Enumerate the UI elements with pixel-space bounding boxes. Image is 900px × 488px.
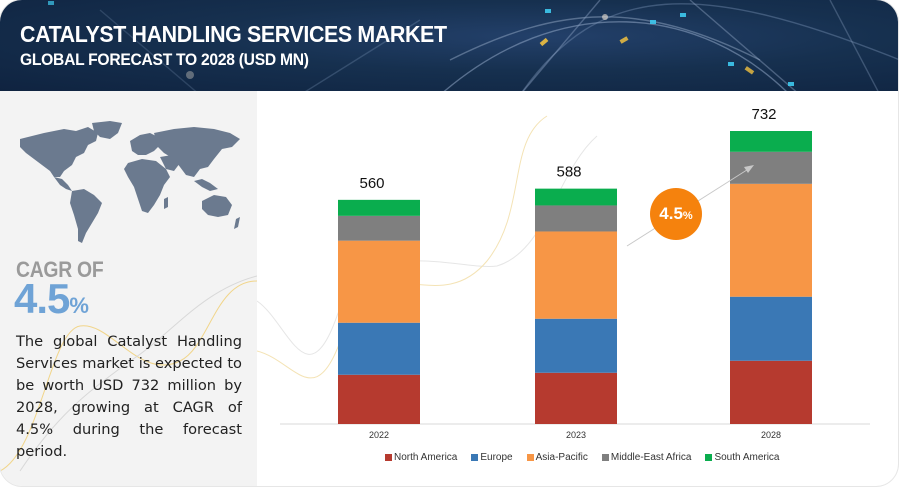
total-label-2028: 732 <box>751 106 776 123</box>
legend-swatch-icon <box>471 454 479 461</box>
legend-swatch-icon <box>601 454 609 461</box>
x-tick-label-2028: 2028 <box>761 430 781 440</box>
growth-arrowhead-icon <box>744 165 754 173</box>
legend-item-south-america: South America <box>705 452 780 463</box>
stacked-bar-chart: 560 2022 588 2023 732 2028 <box>257 91 898 486</box>
bar-segment-asia-pacific-2023 <box>535 231 617 319</box>
bar-segment-asia-pacific-2028 <box>730 183 812 297</box>
cagr-badge: 4.5% <box>650 188 702 240</box>
total-label-2022: 560 <box>359 175 384 192</box>
bar-segment-north-america-2022 <box>338 374 420 424</box>
x-tick-label-2023: 2023 <box>566 430 586 440</box>
page-title: CATALYST HANDLING SERVICES MARKET <box>20 21 447 47</box>
world-map-icon <box>20 121 240 243</box>
cagr-label: CAGR OF <box>16 257 104 282</box>
legend-label: North America <box>394 452 458 463</box>
bar-segment-middle-east-africa-2023 <box>535 205 617 232</box>
cagr-value: 4.5% <box>14 275 89 323</box>
bar-segment-europe-2023 <box>535 318 617 373</box>
bar-segment-europe-2028 <box>730 296 812 361</box>
x-tick-label-2022: 2022 <box>369 430 389 440</box>
cagr-badge-number: 4.5 <box>659 204 683 223</box>
bar-segment-north-america-2023 <box>535 372 617 424</box>
legend-item-asia-pacific: Asia-Pacific <box>526 452 588 463</box>
summary-panel: CAGR OF 4.5% The global Catalyst Handlin… <box>0 91 257 486</box>
cagr-badge-percent: % <box>682 209 693 222</box>
bar-segment-asia-pacific-2022 <box>338 240 420 323</box>
header-banner: CATALYST HANDLING SERVICES MARKET GLOBAL… <box>0 0 898 91</box>
bar-segment-south-america-2028 <box>730 131 812 152</box>
bar-segment-middle-east-africa-2028 <box>730 151 812 184</box>
legend-swatch-icon <box>705 454 713 461</box>
legend-label: Europe <box>480 452 513 463</box>
bar-segment-south-america-2023 <box>535 188 617 206</box>
bar-segment-north-america-2028 <box>730 360 812 424</box>
decorative-curves <box>0 275 257 472</box>
total-label-2023: 588 <box>556 164 581 181</box>
chart-canvas: 560 2022 588 2023 732 2028 <box>257 106 870 440</box>
page-subtitle: GLOBAL FORECAST TO 2028 (USD MN) <box>20 50 309 69</box>
cagr-percent-sign: % <box>69 293 89 318</box>
header-background-decoration <box>48 0 898 91</box>
bar-segment-europe-2022 <box>338 322 420 375</box>
legend-swatch-icon <box>526 454 534 461</box>
legend-item-europe: Europe <box>471 452 513 463</box>
cagr-number: 4.5 <box>14 275 70 322</box>
market-description: The global Catalyst Handling Services ma… <box>16 333 242 460</box>
chart-legend: North America Europe Asia-Pacific Middle-Ea… <box>385 452 780 463</box>
legend-label: South America <box>714 452 780 463</box>
legend-swatch-icon <box>385 454 392 461</box>
legend-label: Asia-Pacific <box>535 452 588 463</box>
legend-label: Middle-East Africa <box>610 452 692 463</box>
legend-item-middle-east-africa: Middle-East Africa <box>601 452 692 463</box>
bar-segment-south-america-2022 <box>338 199 420 216</box>
legend-item-north-america: North America <box>385 452 457 463</box>
bar-segment-middle-east-africa-2022 <box>338 215 420 241</box>
